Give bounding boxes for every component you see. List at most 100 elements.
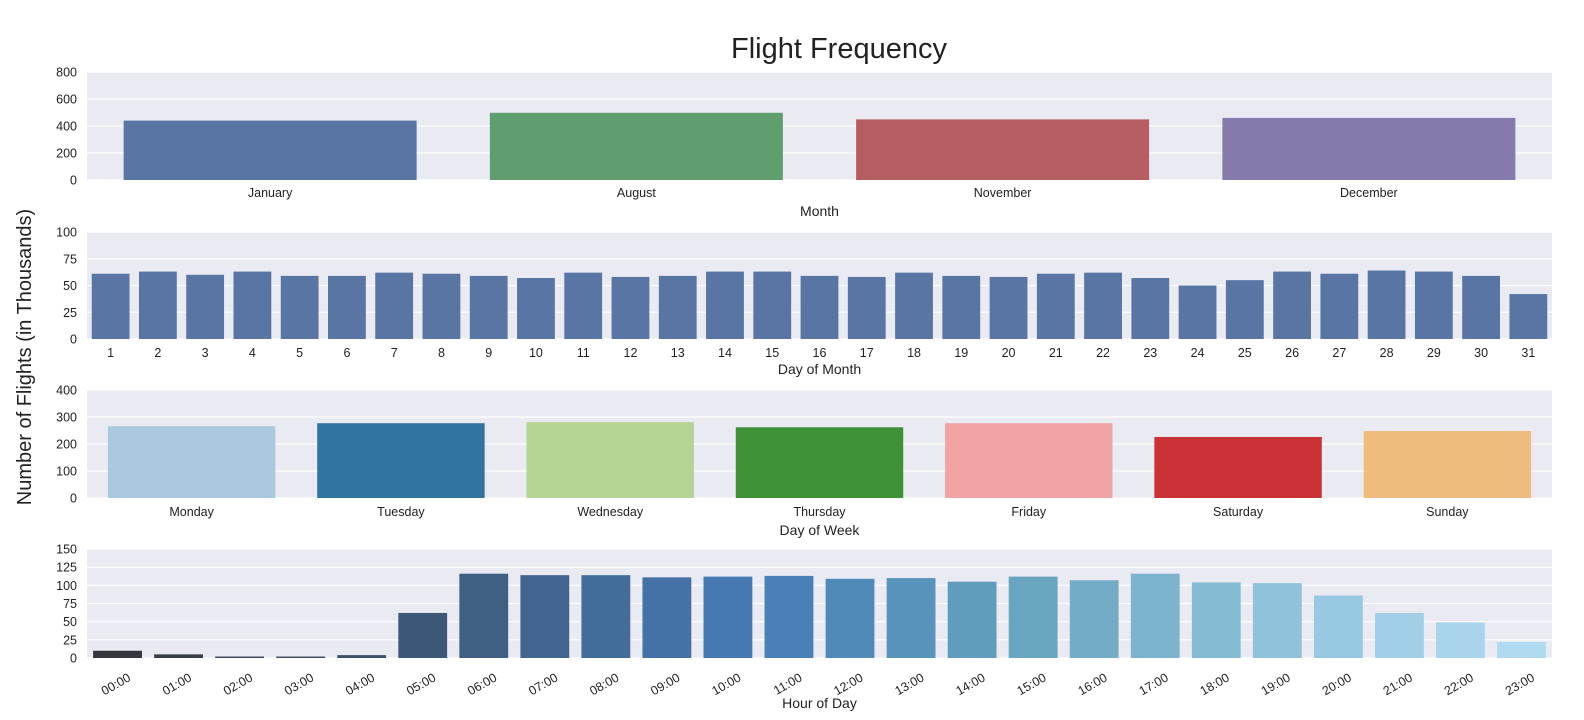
x-tick-label: 13 [671, 346, 685, 360]
x-tick-label: 23:00 [1503, 670, 1537, 698]
x-tick-label: 01:00 [160, 670, 194, 698]
x-tick-label: 16 [813, 346, 827, 360]
x-tick-label: 4 [249, 346, 256, 360]
x-tick-label: 1 [107, 346, 114, 360]
x-tick-label: 22 [1096, 346, 1110, 360]
x-tick-label: 20 [1002, 346, 1016, 360]
bar [856, 119, 1150, 180]
x-tick-label: 21 [1049, 346, 1063, 360]
bar [1320, 273, 1359, 339]
bar [375, 272, 414, 339]
y-tick-label: 0 [70, 174, 77, 188]
bar [186, 274, 225, 339]
bar [825, 578, 875, 658]
x-tick-label: 18:00 [1198, 670, 1232, 698]
x-tick-label: Sunday [1426, 505, 1469, 519]
x-tick-label: 27 [1332, 346, 1346, 360]
x-tick-label: 9 [485, 346, 492, 360]
bar [735, 427, 904, 498]
bar [1154, 436, 1322, 498]
y-tick-label: 600 [56, 93, 77, 107]
x-tick-label: 2 [154, 346, 161, 360]
y-tick-label: 75 [63, 597, 77, 611]
x-tick-label: 07:00 [526, 670, 560, 698]
x-tick-label: Thursday [793, 505, 846, 519]
x-tick-label: 7 [391, 346, 398, 360]
x-tick-label: 05:00 [404, 670, 438, 698]
y-tick-label: 25 [63, 633, 77, 647]
x-tick-label: 20:00 [1320, 670, 1354, 698]
bar [154, 654, 203, 658]
x-tick-label: 21:00 [1381, 670, 1415, 698]
x-tick-label: 25 [1238, 346, 1252, 360]
panel-1: 0 200 400 600 800 January August November Decemb… [56, 66, 1552, 219]
bar [1436, 622, 1485, 658]
x-tick-label: August [617, 186, 656, 200]
bar [422, 273, 461, 339]
x-tick-label: 15 [765, 346, 779, 360]
bar [398, 612, 448, 658]
bar [1008, 576, 1058, 658]
x-tick-label: 18 [907, 346, 921, 360]
x-tick-label: 22:00 [1442, 670, 1476, 698]
x-axis-label: Month [800, 203, 839, 219]
x-tick-label: 04:00 [343, 670, 377, 698]
bar [886, 578, 936, 658]
bar [337, 655, 387, 658]
bar [1462, 275, 1501, 339]
x-tick-label: 16:00 [1076, 670, 1110, 698]
x-tick-label: 06:00 [465, 670, 499, 698]
bar [276, 656, 326, 658]
bar [989, 276, 1028, 339]
bar [123, 120, 417, 180]
x-tick-label: 10 [529, 346, 543, 360]
x-tick-label: 29 [1427, 346, 1441, 360]
bar [93, 650, 142, 658]
x-tick-label: 5 [296, 346, 303, 360]
bar [706, 271, 744, 339]
bar [1130, 573, 1180, 658]
y-tick-label: 0 [70, 652, 77, 666]
x-tick-label: 8 [438, 346, 445, 360]
x-tick-label: 26 [1285, 346, 1299, 360]
chart-title: Flight Frequency [731, 33, 947, 65]
y-tick-label: 200 [56, 147, 77, 161]
bar [942, 275, 981, 339]
bar [1367, 270, 1406, 339]
x-axis-label: Hour of Day [782, 695, 857, 711]
x-tick-label: 08:00 [587, 670, 621, 698]
bar [847, 276, 886, 339]
y-tick-label: 150 [56, 543, 77, 557]
bar [1222, 117, 1516, 180]
bar [703, 576, 753, 658]
x-tick-label: December [1340, 186, 1398, 200]
bar [215, 656, 265, 658]
bar [1374, 612, 1424, 658]
x-tick-label: 24 [1191, 346, 1205, 360]
x-tick-label: 3 [202, 346, 209, 360]
bar [1084, 272, 1122, 339]
y-tick-label: 800 [56, 66, 77, 80]
x-tick-label: 23 [1143, 346, 1157, 360]
bar [328, 275, 366, 339]
x-tick-label: 12 [624, 346, 638, 360]
x-tick-label: 11:00 [771, 670, 804, 697]
x-tick-label: 30 [1474, 346, 1488, 360]
y-tick-label: 100 [56, 465, 77, 479]
bar [800, 275, 839, 339]
bar [1225, 280, 1264, 339]
x-tick-label: November [974, 186, 1032, 200]
x-tick-label: Wednesday [577, 505, 644, 519]
x-tick-label: Saturday [1213, 505, 1264, 519]
x-tick-label: 10:00 [709, 670, 743, 698]
bar [517, 278, 555, 339]
y-tick-label: 400 [56, 120, 77, 134]
x-tick-label: 09:00 [648, 670, 682, 698]
bar [1273, 271, 1311, 339]
bar [107, 426, 276, 498]
y-tick-label: 75 [63, 252, 77, 266]
bar [233, 271, 272, 339]
bar [1131, 278, 1170, 339]
x-tick-label: 19:00 [1259, 670, 1293, 698]
